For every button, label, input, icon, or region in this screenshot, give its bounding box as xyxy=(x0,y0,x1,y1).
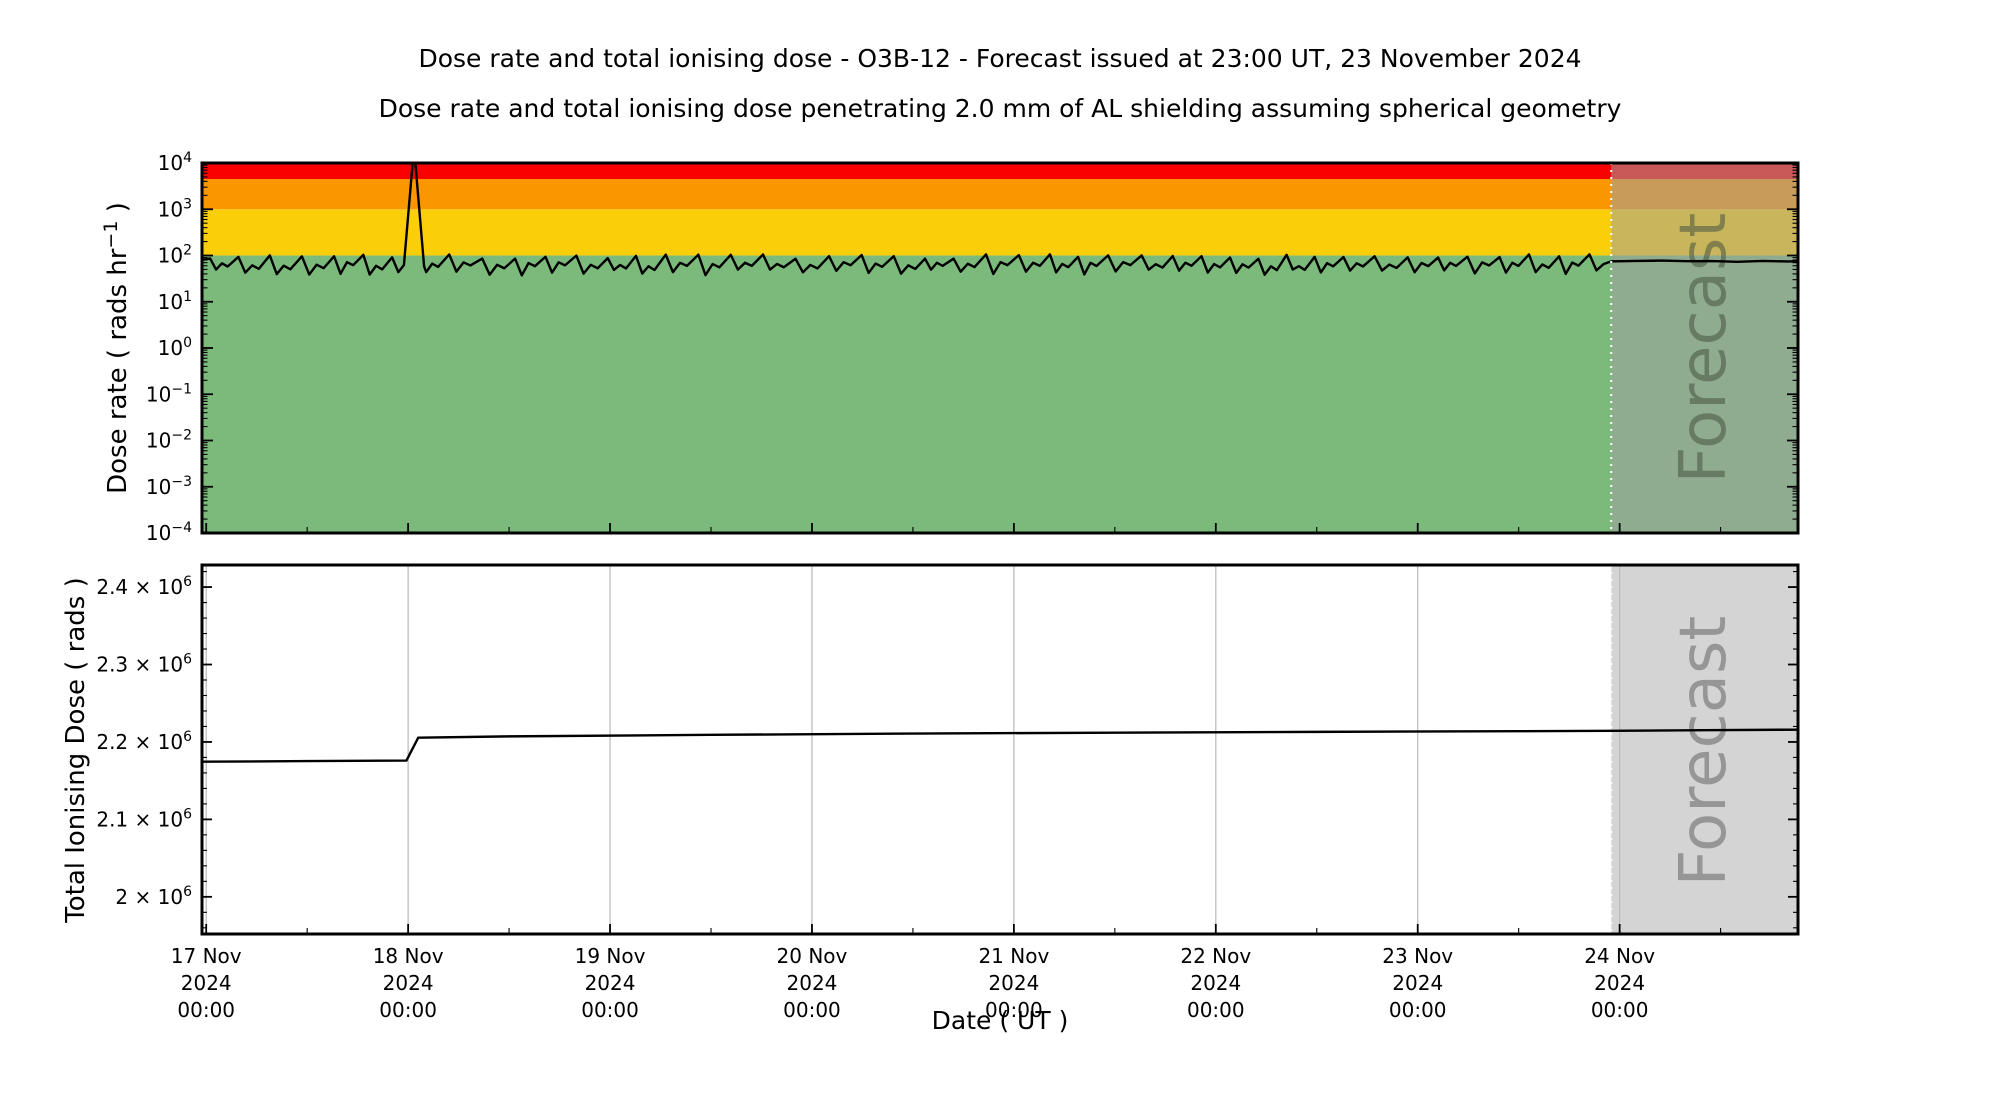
dose-rate-y-tick-label: 104 xyxy=(158,150,192,175)
forecast-watermark: Forecast xyxy=(1667,213,1741,484)
figure-title: Dose rate and total ionising dose - O3B-… xyxy=(418,44,1582,73)
dose-rate-y-tick-label: 10−1 xyxy=(146,381,192,406)
total-dose-y-tick-label: 2.3 × 106 xyxy=(96,652,192,677)
dose-rate-y-axis-label: Dose rate ( rads hr−1 ) xyxy=(100,202,133,494)
threshold-band-red xyxy=(202,163,1798,180)
total-dose-y-tick-label: 2 × 106 xyxy=(115,884,192,909)
total-dose-y-axis-label: Total Ionising Dose ( rads ) xyxy=(61,577,91,924)
dose-rate-y-tick-label: 10−3 xyxy=(146,474,192,499)
dose-rate-y-tick-label: 10−2 xyxy=(146,428,192,453)
dose-rate-y-tick-label: 100 xyxy=(158,335,192,360)
x-axis-label: Date ( UT ) xyxy=(931,1006,1069,1035)
dose-rate-line xyxy=(202,163,1798,277)
total-dose-y-tick-label: 2.4 × 106 xyxy=(96,574,192,599)
plot-background xyxy=(202,565,1798,934)
date-tick-label: 17 Nov 2024 00:00 xyxy=(171,944,242,1022)
total-dose-line xyxy=(202,728,1798,763)
dose-rate-y-tick-label: 103 xyxy=(158,196,192,221)
forecast-region-overlay xyxy=(1611,565,1798,934)
total-dose-axes-frame xyxy=(200,563,1800,936)
forecast-region-overlay xyxy=(1611,163,1798,533)
date-tick-label: 20 Nov 2024 00:00 xyxy=(777,944,848,1022)
threshold-band-green xyxy=(202,255,1798,533)
date-tick-label: 21 Nov 2024 00:00 xyxy=(978,944,1049,1022)
threshold-band-yellow xyxy=(202,209,1798,256)
total-dose-y-tick-label: 2.2 × 106 xyxy=(96,729,192,754)
figure-subtitle: Dose rate and total ionising dose penetr… xyxy=(378,94,1622,123)
dose-rate-plot: Forecast 104 103 102 101 100 10−1 10−2 10−3 10−4 D… xyxy=(100,150,1800,545)
date-tick-label: 18 Nov 2024 00:00 xyxy=(373,944,444,1022)
dose-rate-axes-frame xyxy=(200,161,1800,535)
total-dose-y-tick-label: 2.1 × 106 xyxy=(96,806,192,831)
dose-rate-y-tick-label: 101 xyxy=(158,289,192,314)
date-tick-label: 23 Nov 2024 00:00 xyxy=(1382,944,1453,1022)
date-tick-label: 24 Nov 2024 00:00 xyxy=(1584,944,1655,1022)
date-tick-label: 19 Nov 2024 00:00 xyxy=(575,944,646,1022)
dose-rate-y-tick-label: 102 xyxy=(158,243,192,268)
date-tick-label: 22 Nov 2024 00:00 xyxy=(1180,944,1251,1022)
dose-rate-y-tick-label: 10−4 xyxy=(146,520,192,545)
forecast-watermark: Forecast xyxy=(1667,616,1741,887)
threshold-band-orange xyxy=(202,179,1798,210)
total-dose-plot: Forecast 2 × 106 2.1 × 106 2.2 × 106 2.3 × 1… xyxy=(61,563,1800,1022)
